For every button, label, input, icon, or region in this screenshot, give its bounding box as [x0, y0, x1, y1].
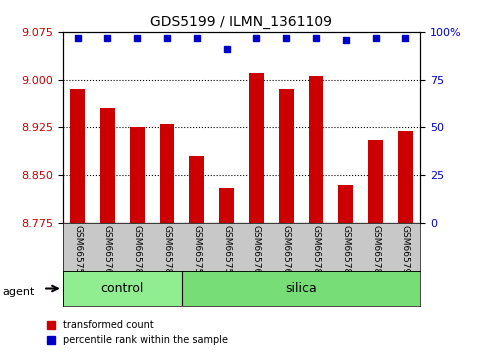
Text: GSM665768: GSM665768: [282, 225, 291, 280]
Bar: [63, 271, 182, 306]
Legend: transformed count, percentile rank within the sample: transformed count, percentile rank withi…: [43, 316, 232, 349]
Text: GSM665752: GSM665752: [192, 225, 201, 280]
Text: silica: silica: [285, 282, 317, 295]
Bar: [100, 108, 115, 223]
Bar: [368, 140, 383, 223]
Bar: [70, 89, 85, 223]
Text: agent: agent: [2, 287, 35, 297]
Bar: [159, 124, 174, 223]
Text: control: control: [100, 282, 144, 295]
Bar: [189, 156, 204, 223]
Bar: [219, 188, 234, 223]
Text: GSM665783: GSM665783: [341, 225, 350, 280]
Text: GSM665790: GSM665790: [401, 225, 410, 280]
Bar: [182, 271, 420, 306]
Bar: [338, 185, 353, 223]
Text: GSM665781: GSM665781: [133, 225, 142, 280]
Bar: [398, 131, 413, 223]
Bar: [249, 73, 264, 223]
Bar: [130, 127, 145, 223]
Text: GSM665755: GSM665755: [73, 225, 82, 280]
Text: GSM665757: GSM665757: [222, 225, 231, 280]
Text: GSM665764: GSM665764: [252, 225, 261, 280]
Text: GSM665763: GSM665763: [103, 225, 112, 280]
Bar: [279, 89, 294, 223]
Title: GDS5199 / ILMN_1361109: GDS5199 / ILMN_1361109: [151, 16, 332, 29]
Text: GSM665789: GSM665789: [371, 225, 380, 280]
Bar: [309, 76, 324, 223]
Text: GSM665780: GSM665780: [312, 225, 320, 280]
Text: GSM665787: GSM665787: [163, 225, 171, 280]
